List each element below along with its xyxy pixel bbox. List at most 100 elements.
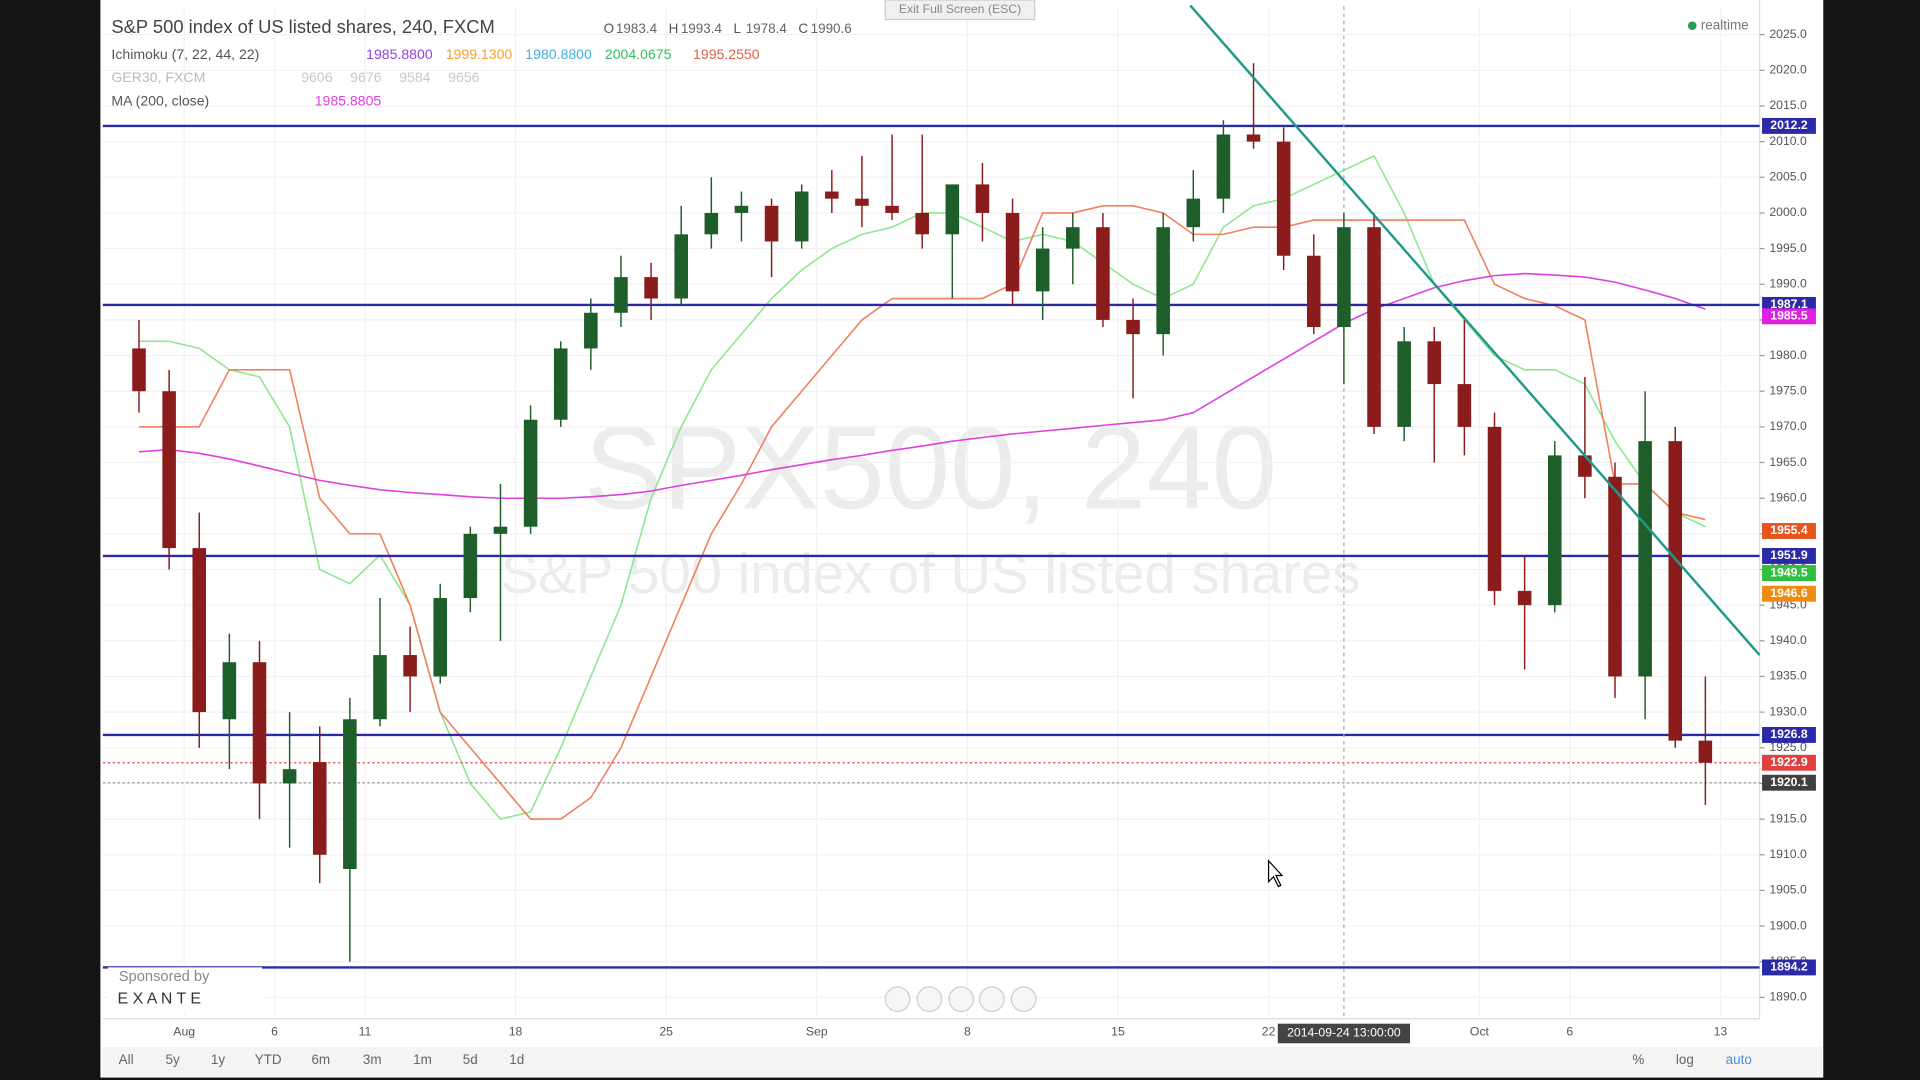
trend-line xyxy=(1189,4,1761,656)
ohlc-key: L xyxy=(733,21,741,36)
candle-body xyxy=(403,655,417,677)
ohlc-key: H xyxy=(669,21,679,36)
candle-body xyxy=(1668,441,1683,741)
legend-value: 9584 xyxy=(399,69,430,85)
candle-body xyxy=(1638,441,1652,677)
scale-button[interactable]: auto xyxy=(1726,1052,1752,1067)
candle-body xyxy=(945,184,960,235)
candle-body xyxy=(975,184,990,213)
scroll-right[interactable] xyxy=(1010,986,1037,1013)
range-button[interactable]: 1y xyxy=(211,1052,225,1067)
candle-body xyxy=(704,212,719,235)
ohlc-value: 1978.4 xyxy=(746,21,788,36)
candle-body xyxy=(162,391,176,549)
y-tick-label: 2010.0 xyxy=(1769,134,1807,148)
price-label: 1920.1 xyxy=(1770,775,1808,789)
range-button[interactable]: 1d xyxy=(509,1052,524,1067)
y-tick-label: 1975.0 xyxy=(1769,383,1807,397)
y-tick-label: 1940.0 xyxy=(1769,633,1807,647)
candle-body xyxy=(192,548,207,713)
range-button[interactable]: 1m xyxy=(413,1052,432,1067)
price-label: 1987.1 xyxy=(1770,297,1808,311)
candle-body xyxy=(825,191,839,199)
price-label-box xyxy=(1762,117,1816,134)
range-button[interactable]: All xyxy=(119,1052,134,1067)
price-label-box xyxy=(1762,523,1816,539)
candle-body xyxy=(1276,141,1291,256)
price-label-box xyxy=(1762,565,1816,582)
candle-body xyxy=(132,348,146,392)
ohlc-value: 1993.4 xyxy=(681,21,723,36)
candle-body xyxy=(312,762,327,855)
candle-body xyxy=(1367,227,1381,427)
scale-button[interactable]: log xyxy=(1676,1052,1694,1067)
y-tick-label: 1900.0 xyxy=(1769,918,1807,932)
zoom-in[interactable] xyxy=(978,986,1005,1013)
ohlc-key: C xyxy=(798,21,808,36)
x-tick-label: 22 xyxy=(1262,1024,1276,1038)
y-tick-label: 1890.0 xyxy=(1769,990,1807,1004)
range-button[interactable]: 3m xyxy=(363,1052,382,1067)
exit-button[interactable] xyxy=(884,0,1036,21)
candle-body xyxy=(1337,227,1351,328)
x-tick-label: Sep xyxy=(806,1024,828,1038)
y-tick-label: 2015.0 xyxy=(1769,98,1807,112)
y-tick-label: 1990.0 xyxy=(1769,276,1807,290)
candle-body xyxy=(734,205,749,213)
candle-body xyxy=(1457,384,1472,427)
legend-name: GER30, FXCM xyxy=(111,69,205,85)
exit-label[interactable]: Exit Full Screen (ESC) xyxy=(899,2,1021,16)
legend-value: 1995.2550 xyxy=(693,46,760,62)
reset[interactable] xyxy=(948,986,975,1013)
range-button[interactable]: 6m xyxy=(311,1052,330,1067)
candle-body xyxy=(1487,426,1502,591)
sponsor-brand[interactable]: E X A N T E xyxy=(118,990,201,1007)
range-button[interactable]: 5d xyxy=(463,1052,478,1067)
scroll-left[interactable] xyxy=(884,986,911,1013)
y-tick-label: 1915.0 xyxy=(1769,811,1807,825)
scale-button[interactable]: % xyxy=(1632,1052,1644,1067)
y-tick-label: 1970.0 xyxy=(1769,419,1807,433)
candle-body xyxy=(1307,255,1321,328)
x-tick-label: 25 xyxy=(659,1024,673,1038)
y-tick-label: 1965.0 xyxy=(1769,455,1807,469)
x-tick-label: 18 xyxy=(509,1024,523,1038)
candle-body xyxy=(493,526,508,534)
legend-value: 9676 xyxy=(350,69,381,85)
price-label-box xyxy=(1762,726,1816,743)
candle-body xyxy=(373,655,387,720)
candle-body xyxy=(1096,227,1110,320)
y-tick-label: 1905.0 xyxy=(1769,883,1807,897)
x-tick-label: 13 xyxy=(1714,1024,1728,1038)
zoom-out[interactable] xyxy=(916,986,943,1013)
price-label-box xyxy=(1762,547,1816,564)
price-label: 1946.6 xyxy=(1770,586,1808,600)
candle-body xyxy=(1608,476,1622,677)
price-label: 1955.4 xyxy=(1770,523,1808,537)
candle-body xyxy=(855,198,869,206)
candle-body xyxy=(433,598,448,677)
x-tick-label: Oct xyxy=(1470,1024,1490,1038)
range-button[interactable]: YTD xyxy=(255,1052,282,1067)
candle-body xyxy=(1397,341,1411,427)
candle-body xyxy=(584,312,598,349)
price-label-box xyxy=(1762,754,1816,771)
chart-panel xyxy=(100,0,1824,1078)
candle-body xyxy=(1547,455,1562,606)
legend-value: 9606 xyxy=(301,69,332,85)
legend-value: 1985.8805 xyxy=(315,92,382,108)
y-tick-label: 1960.0 xyxy=(1769,490,1807,504)
y-tick-label: 1980.0 xyxy=(1769,348,1807,362)
sponsor-box xyxy=(107,967,263,1012)
ohlc-value: 1990.6 xyxy=(811,21,852,36)
price-label: 1951.9 xyxy=(1770,548,1808,562)
range-button[interactable]: 5y xyxy=(166,1052,180,1067)
price-label-box xyxy=(1762,959,1816,976)
chart-title: S&P 500 index of US listed shares, 240, … xyxy=(111,16,494,37)
legend-value: 1980.8800 xyxy=(525,46,592,62)
candle-body xyxy=(885,205,899,213)
x-tick-label: Aug xyxy=(173,1024,195,1038)
legend-value: 2004.0675 xyxy=(605,46,672,62)
legend-name: MA (200, close) xyxy=(111,92,209,108)
